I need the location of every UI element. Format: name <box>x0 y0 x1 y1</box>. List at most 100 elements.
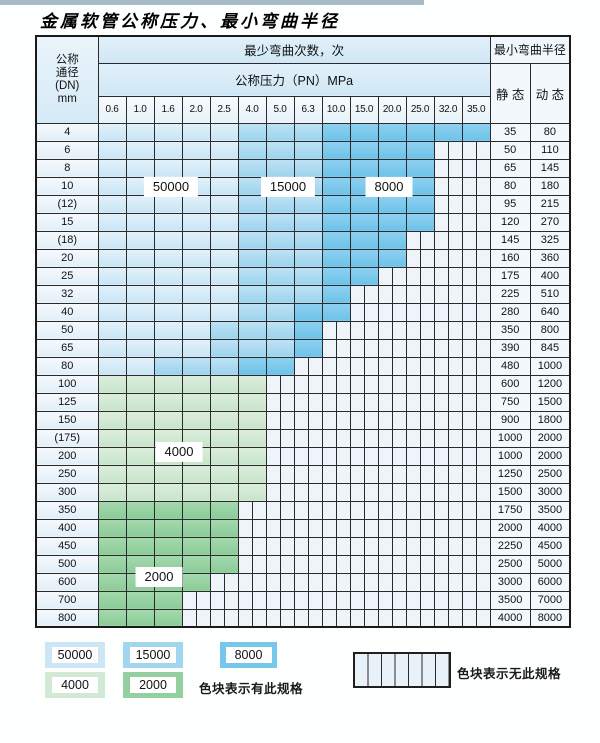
no-spec-cell <box>405 518 435 538</box>
dn-cell: 6 <box>35 140 99 160</box>
pressure-col-header: 25.0 <box>405 95 435 124</box>
static-radius-cell: 750 <box>489 392 531 412</box>
spec-cell <box>125 410 155 430</box>
spec-cell <box>321 284 351 304</box>
spec-cell <box>125 464 155 484</box>
no-spec-cell <box>461 446 491 466</box>
spec-cell <box>181 248 211 268</box>
spec-cell <box>237 176 267 196</box>
table-row: 6 50 110 <box>35 140 571 160</box>
no-spec-cell <box>433 356 463 376</box>
dynamic-header: 动 态 <box>529 62 571 124</box>
no-spec-cell <box>349 536 379 556</box>
no-spec-cell <box>461 140 491 160</box>
no-spec-cell <box>377 554 407 574</box>
no-spec-cell <box>349 374 379 394</box>
no-spec-cell <box>349 338 379 358</box>
spec-cell <box>377 248 407 268</box>
no-spec-cell <box>349 482 379 502</box>
legend-chip-2000: 2000 <box>123 672 183 698</box>
spec-cell <box>97 356 127 376</box>
spec-cell <box>237 302 267 322</box>
no-spec-cell <box>377 590 407 610</box>
table-row: (18) 145 325 <box>35 230 571 250</box>
spec-cell <box>237 392 267 412</box>
spec-cell <box>209 158 239 178</box>
static-radius-cell: 350 <box>489 320 531 340</box>
spec-cell <box>293 140 323 160</box>
spec-cell <box>97 140 127 160</box>
spec-cell <box>97 194 127 214</box>
spec-cell <box>237 410 267 430</box>
legend-chip-15000: 15000 <box>123 642 183 668</box>
no-spec-cell <box>265 446 295 466</box>
no-spec-cell <box>265 410 295 430</box>
spec-cell <box>237 284 267 304</box>
spec-cell <box>293 248 323 268</box>
no-spec-cell <box>433 392 463 412</box>
no-spec-sample-box <box>353 652 451 688</box>
spec-cell <box>293 158 323 178</box>
spec-cell <box>153 392 183 412</box>
no-spec-cell <box>265 554 295 574</box>
no-spec-cell <box>433 374 463 394</box>
no-spec-cell <box>461 464 491 484</box>
spec-cell <box>349 248 379 268</box>
region-label-15000: 15000 <box>260 177 316 197</box>
spec-cell <box>153 122 183 142</box>
static-radius-cell: 95 <box>489 194 531 214</box>
no-spec-cell <box>461 266 491 286</box>
spec-cell <box>209 482 239 502</box>
spec-cell <box>125 194 155 214</box>
spec-cell <box>153 194 183 214</box>
spec-cell <box>209 248 239 268</box>
spec-cell <box>209 356 239 376</box>
no-spec-cell <box>461 230 491 250</box>
no-spec-cell <box>321 428 351 448</box>
spec-cell <box>125 266 155 286</box>
no-spec-cell <box>349 320 379 340</box>
spec-cell <box>377 230 407 250</box>
static-radius-cell: 120 <box>489 212 531 232</box>
spec-cell <box>237 356 267 376</box>
spec-cell <box>153 212 183 232</box>
spec-cell <box>125 446 155 466</box>
no-spec-cell <box>349 518 379 538</box>
spec-cell <box>377 194 407 214</box>
spec-cell <box>153 158 183 178</box>
spec-cell <box>209 536 239 556</box>
spec-cell <box>237 266 267 286</box>
dn-cell: 10 <box>35 176 99 196</box>
spec-cell <box>209 302 239 322</box>
no-spec-cell <box>293 374 323 394</box>
no-spec-note: 色块表示无此规格 <box>457 667 562 681</box>
spec-cell <box>153 320 183 340</box>
dn-cell: (18) <box>35 230 99 250</box>
spec-cell <box>153 500 183 520</box>
spec-cell <box>153 230 183 250</box>
spec-cell <box>209 428 239 448</box>
pressure-col-header: 1.6 <box>153 95 183 124</box>
no-spec-cell <box>461 338 491 358</box>
spec-cell <box>461 122 491 142</box>
no-spec-cell <box>237 608 267 628</box>
dynamic-radius-cell: 2000 <box>529 428 571 448</box>
spec-cell <box>209 230 239 250</box>
no-spec-cell <box>377 266 407 286</box>
table-row: 80 480 1000 <box>35 356 571 376</box>
spec-cell <box>321 248 351 268</box>
no-spec-cell <box>461 554 491 574</box>
has-spec-note: 色块表示有此规格 <box>199 682 304 696</box>
no-spec-cell <box>433 176 463 196</box>
no-spec-cell <box>461 320 491 340</box>
no-spec-cell <box>377 392 407 412</box>
no-spec-cell <box>405 392 435 412</box>
no-spec-cell <box>405 284 435 304</box>
spec-cell <box>209 338 239 358</box>
no-spec-cell <box>405 338 435 358</box>
spec-cell <box>153 590 183 610</box>
spec-cell <box>125 230 155 250</box>
no-spec-cell <box>433 248 463 268</box>
no-spec-cell <box>321 518 351 538</box>
no-spec-cell <box>461 392 491 412</box>
